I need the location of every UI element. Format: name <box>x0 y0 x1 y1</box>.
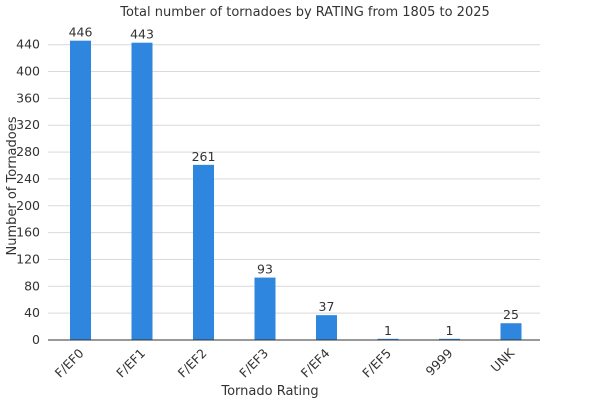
bar <box>254 277 276 340</box>
bar <box>316 315 337 340</box>
data-labels: 446 443 261 93 37 1 1 25 <box>69 25 519 338</box>
chart-title: Total number of tornadoes by RATING from… <box>119 5 490 20</box>
y-tick-label: 0 <box>32 332 40 347</box>
x-axis-label: Tornado Rating <box>220 384 318 399</box>
bar <box>70 40 91 340</box>
y-axis-ticks: 0 40 80 120 160 200 240 280 320 360 400 440 <box>16 37 40 347</box>
bars <box>70 40 522 340</box>
data-label: 443 <box>130 27 154 42</box>
y-axis-label: Number of Tornadoes <box>5 116 20 255</box>
data-label: 1 <box>446 323 454 338</box>
y-tick-label: 240 <box>16 171 40 186</box>
data-label: 37 <box>319 299 335 314</box>
x-tick-label: F/EF4 <box>298 345 333 380</box>
y-tick-label: 200 <box>16 198 40 213</box>
y-tick-label: 280 <box>16 144 40 159</box>
y-tick-label: 80 <box>24 278 40 293</box>
y-tick-label: 40 <box>24 305 40 320</box>
y-tick-label: 360 <box>16 90 40 105</box>
bar <box>193 164 214 340</box>
x-tick-label: UNK <box>488 345 518 375</box>
y-tick-label: 160 <box>16 225 40 240</box>
data-label: 25 <box>503 307 519 322</box>
data-label: 1 <box>384 323 392 338</box>
bar <box>439 338 460 340</box>
bar <box>500 323 522 340</box>
x-tick-label: F/EF5 <box>359 346 394 381</box>
y-tick-label: 400 <box>16 64 40 79</box>
x-tick-label: F/EF2 <box>175 346 210 381</box>
data-label: 93 <box>257 262 273 277</box>
x-tick-label: F/EF0 <box>52 345 87 380</box>
y-tick-label: 440 <box>16 37 40 52</box>
y-tick-label: 120 <box>16 251 40 266</box>
data-label: 261 <box>192 149 216 164</box>
x-tick-label: 9999 <box>423 345 456 378</box>
y-tick-label: 320 <box>16 117 40 132</box>
bar <box>131 42 153 340</box>
data-label: 446 <box>69 25 93 40</box>
x-tick-label: F/EF1 <box>113 346 148 381</box>
x-axis-ticks: F/EF0 F/EF1 F/EF2 F/EF3 F/EF4 F/EF5 9999 UNK <box>52 345 518 381</box>
bar <box>377 338 399 340</box>
x-tick-label: F/EF3 <box>236 346 271 381</box>
grid-lines <box>48 44 540 314</box>
